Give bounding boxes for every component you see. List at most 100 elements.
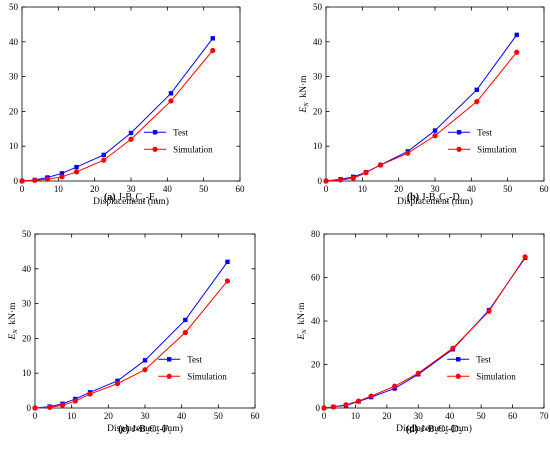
- data-point-simulation: [44, 176, 51, 182]
- data-point-test: [101, 152, 106, 158]
- data-point-simulation: [415, 370, 421, 376]
- data-point-simulation: [330, 404, 337, 410]
- data-point-simulation: [114, 381, 121, 387]
- x-tick-label: 40: [467, 184, 477, 194]
- data-point-simulation: [514, 49, 520, 55]
- legend-marker-simulation: [166, 373, 172, 379]
- y-tick-label: 10: [313, 141, 323, 151]
- data-point-simulation: [432, 133, 438, 139]
- x-tick-label: 30: [127, 184, 137, 194]
- legend-label: Test: [187, 354, 202, 364]
- data-point-simulation: [392, 383, 398, 389]
- y-tick-label: 30: [22, 299, 32, 309]
- data-point-simulation: [182, 329, 188, 336]
- data-point-simulation: [368, 393, 374, 399]
- y-tick-label: 40: [313, 37, 323, 47]
- plot-frame: [34, 233, 256, 409]
- data-point-simulation: [474, 99, 480, 105]
- legend-marker-simulation: [456, 146, 462, 152]
- y-tick-label: 20: [313, 106, 323, 116]
- x-tick-label: 60: [508, 411, 518, 421]
- x-tick-label: 60: [236, 184, 246, 194]
- data-point-simulation: [87, 391, 93, 397]
- panel-caption: (d) J-B₂C₂-D₂: [406, 424, 462, 435]
- chart-panel-b: 0 10 20 30 40 50 60 0 10 20 30 40 50 Displacement (mm…: [299, 2, 549, 207]
- x-tick-label: 0: [33, 411, 38, 421]
- x-tick-label: 10: [67, 411, 77, 421]
- legend-marker-simulation: [152, 146, 158, 152]
- chart-panel-c: 0 10 20 30 40 50 60 0 10 20 30 40 50 Displacement (mm…: [8, 229, 260, 435]
- x-tick-label: 20: [394, 184, 404, 194]
- data-point-simulation: [73, 169, 80, 175]
- data-point-simulation: [363, 170, 369, 176]
- y-tick-label: 0: [27, 403, 32, 413]
- y-tick-label: 50: [9, 2, 19, 12]
- x-tick-label: 0: [322, 411, 327, 421]
- x-tick-label: 10: [351, 411, 361, 421]
- data-point-simulation: [323, 178, 329, 184]
- series-line-simulation: [323, 256, 526, 409]
- data-point-test: [514, 32, 519, 38]
- y-tick-label: 0: [318, 176, 323, 186]
- series-line-simulation: [34, 280, 228, 409]
- data-point-test: [210, 36, 215, 41]
- plot-frame: [323, 233, 545, 409]
- y-tick-label: 30: [313, 72, 323, 82]
- panel-caption: (c) J-B₂C₂-F₁: [118, 424, 172, 435]
- legend-label: Test: [477, 127, 492, 137]
- data-point-simulation: [168, 98, 174, 104]
- y-tick-label: 20: [9, 106, 19, 116]
- data-point-simulation: [19, 178, 25, 184]
- data-point-test: [142, 358, 148, 363]
- x-tick-label: 20: [382, 411, 392, 421]
- data-point-simulation: [128, 136, 134, 142]
- data-point-simulation: [59, 174, 65, 180]
- y-tick-label: 40: [9, 37, 19, 47]
- x-tick-label: 60: [540, 184, 550, 194]
- data-point-simulation: [377, 162, 384, 168]
- data-point-simulation: [101, 157, 107, 163]
- series-line-test: [323, 257, 526, 409]
- y-tick-label: 10: [22, 368, 32, 378]
- legend-label: Simulation: [173, 144, 213, 154]
- legend: Test Simulation: [447, 354, 516, 381]
- y-tick-label: 50: [313, 2, 323, 12]
- legend-marker-test: [456, 357, 461, 362]
- data-point-test: [128, 130, 134, 136]
- x-tick-label: 40: [163, 184, 173, 194]
- data-point-simulation: [72, 398, 78, 404]
- data-point-simulation: [522, 254, 528, 260]
- legend-label: Simulation: [187, 371, 227, 381]
- x-tick-label: 20: [90, 184, 100, 194]
- x-axis-title: Displacement (mm): [397, 196, 473, 207]
- series-line-test: [34, 261, 228, 409]
- data-point-test: [168, 91, 174, 96]
- y-tick-label: 20: [22, 333, 32, 343]
- caption-text: J-B₂C₂-D₂: [418, 424, 462, 435]
- x-tick-label: 60: [251, 411, 261, 421]
- data-point-simulation: [210, 47, 216, 54]
- legend: Test Simulation: [448, 127, 517, 154]
- data-point-simulation: [321, 405, 327, 411]
- series-line-test: [21, 38, 214, 182]
- x-tick-label: 50: [199, 184, 209, 194]
- plot-frame: [325, 6, 545, 182]
- data-point-test: [183, 317, 188, 323]
- plot-frame: [21, 6, 241, 182]
- y-tick-label: 40: [22, 264, 32, 274]
- caption-text: J-B₂C₂-F₁: [129, 424, 171, 435]
- data-point-simulation: [343, 402, 349, 408]
- caption-label: (d): [406, 424, 418, 435]
- y-axis-title: EN kN·m: [8, 302, 19, 341]
- legend-marker-test: [167, 357, 172, 362]
- x-tick-label: 50: [214, 411, 224, 421]
- caption-label: (c): [118, 424, 129, 435]
- data-point-test: [59, 171, 65, 176]
- y-tick-label: 40: [311, 316, 321, 326]
- x-tick-label: 40: [177, 411, 187, 421]
- y-tick-label: 20: [311, 360, 321, 370]
- y-tick-label: 0: [316, 403, 321, 413]
- data-point-simulation: [32, 177, 38, 183]
